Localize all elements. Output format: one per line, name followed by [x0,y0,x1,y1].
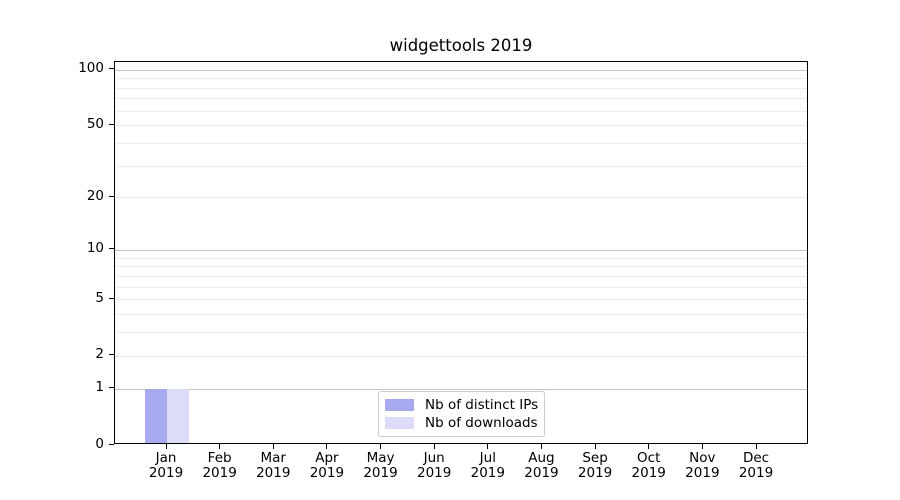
y-tick-label: 1 [95,379,104,396]
x-tick [487,444,489,449]
y-tick-label: 50 [86,115,104,132]
chart-title: widgettools 2019 [389,36,533,55]
bar-distinct-ips [145,388,167,443]
legend: Nb of distinct IPs Nb of downloads [378,391,545,437]
x-tick-year: 2019 [470,464,505,481]
x-tick-label: May 2019 [351,451,411,480]
x-tick-label: Mar 2019 [243,451,303,480]
x-tick-month: Jan [155,450,177,466]
gridline-minor [115,142,807,144]
x-tick-month: Jul [479,450,496,466]
x-tick-month: Dec [742,450,770,466]
y-tick [109,297,114,299]
x-tick-year: 2019 [363,464,398,481]
x-tick-label: Oct 2019 [619,451,679,480]
y-tick-label: 5 [95,289,104,306]
gridline-minor [115,332,807,334]
x-tick [701,444,703,449]
y-tick [109,248,114,250]
x-tick-month: Sep [582,450,608,466]
y-tick [109,195,114,197]
gridline-major [115,249,807,251]
x-tick [755,444,757,449]
plot-area [114,61,808,444]
x-tick-label: Jun 2019 [404,451,464,480]
x-tick-year: 2019 [685,464,720,481]
x-tick [272,444,274,449]
x-tick [594,444,596,449]
gridline-minor [115,98,807,100]
gridline-minor [115,355,807,357]
x-tick-label: Apr 2019 [297,451,357,480]
x-tick-month: Mar [260,450,286,466]
gridline-major [115,388,807,390]
gridline-minor [115,286,807,288]
x-tick-year: 2019 [416,464,452,481]
x-tick [380,444,382,449]
x-tick [326,444,328,449]
gridline-minor [115,125,807,127]
gridline-minor [115,87,807,89]
gridline-minor [115,266,807,268]
x-tick [165,444,167,449]
gridline-major [115,69,807,71]
x-tick-month: May [366,450,395,466]
x-tick-year: 2019 [309,464,345,481]
x-tick [219,444,221,449]
x-tick-label: Jan 2019 [136,451,196,480]
x-tick-year: 2019 [631,464,666,481]
y-tick-label: 20 [86,187,104,204]
x-tick-year: 2019 [148,464,184,481]
x-tick-month: Apr [315,450,339,466]
x-tick-label: Aug 2019 [511,451,571,480]
x-tick-label: Feb 2019 [190,451,250,480]
gridline-minor [115,257,807,259]
x-tick-label: Nov 2019 [672,451,732,480]
x-tick-month: Jun [423,450,445,466]
y-tick-label: 100 [78,60,104,77]
gridline-minor [115,165,807,167]
x-tick-month: Nov [689,450,716,466]
y-tick [109,68,114,70]
legend-swatch-distinct-ips-icon [385,399,414,411]
x-tick-label: Jul 2019 [458,451,518,480]
legend-label-downloads: Nb of downloads [425,414,538,431]
x-tick-month: Feb [207,450,232,466]
x-tick-label: Dec 2019 [726,451,786,480]
x-tick-month: Aug [528,450,555,466]
x-tick-year: 2019 [256,464,291,481]
y-tick-label: 0 [95,435,104,452]
x-tick-year: 2019 [524,464,559,481]
x-tick [648,444,650,449]
y-tick-label: 10 [86,240,104,257]
legend-entry-downloads: Nb of downloads [385,415,538,432]
gridline-minor [115,275,807,277]
legend-entry-distinct-ips: Nb of distinct IPs [385,397,538,414]
y-tick [109,354,114,356]
legend-label-distinct-ips: Nb of distinct IPs [425,396,539,413]
gridline-minor [115,299,807,301]
y-tick [109,387,114,389]
y-tick [109,443,114,445]
x-tick-year: 2019 [738,464,774,481]
x-tick-year: 2019 [202,464,237,481]
y-tick [109,123,114,125]
x-tick [540,444,542,449]
legend-swatch-downloads-icon [385,417,414,429]
x-tick-label: Sep 2019 [565,451,625,480]
x-tick [433,444,435,449]
x-tick-year: 2019 [577,464,613,481]
gridline-minor [115,314,807,316]
bar-downloads [167,388,189,443]
gridline-minor [115,110,807,112]
y-tick-label: 2 [95,346,104,363]
x-tick-month: Oct [637,450,661,466]
gridline-minor [115,197,807,199]
gridline-minor [115,78,807,80]
